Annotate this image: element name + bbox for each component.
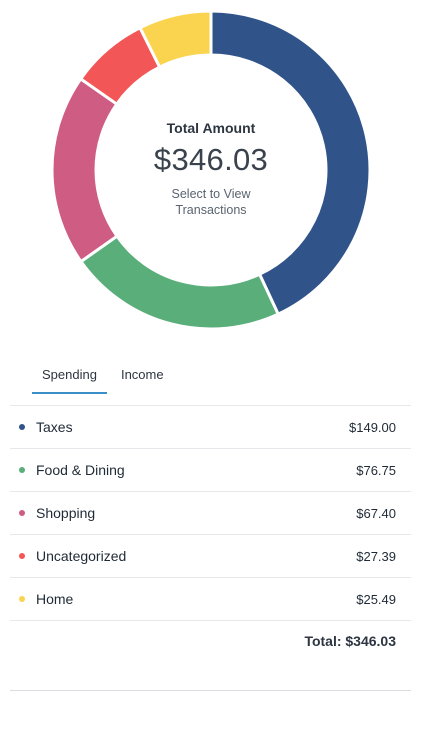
category-amount: $27.39 [356,548,396,564]
tab-spending[interactable]: Spending [32,358,107,394]
category-row-taxes[interactable]: Taxes $149.00 [10,406,411,449]
category-name: Taxes [36,419,73,435]
category-dot-icon [19,467,25,473]
category-dot-icon [19,510,25,516]
spending-income-tabs: Spending Income [32,358,174,394]
donut-slice-taxes[interactable] [209,9,372,317]
chart-center-summary: Total Amount $346.03 Select to View Tran… [111,110,311,218]
category-amount: $76.75 [356,462,396,478]
category-row-food-dining[interactable]: Food & Dining $76.75 [10,449,411,492]
donut-slice-home[interactable] [137,9,213,70]
category-dot-icon [19,553,25,559]
category-amount: $67.40 [356,505,396,521]
category-amount: $25.49 [356,591,396,607]
category-row-uncategorized[interactable]: Uncategorized $27.39 [10,535,411,578]
select-hint: Select to View Transactions [111,186,311,218]
category-name: Uncategorized [36,548,127,564]
category-name: Shopping [36,505,96,521]
category-amount: $149.00 [349,419,396,435]
bottom-divider [10,690,411,691]
category-name: Food & Dining [36,462,125,478]
total-amount-value: $346.03 [153,142,269,177]
category-list: Taxes $149.00 Food & Dining $76.75 Shopp… [10,405,411,621]
donut-chart-svg[interactable] [0,0,422,340]
tab-income[interactable]: Income [120,367,164,382]
category-row-shopping[interactable]: Shopping $67.40 [10,492,411,535]
category-dot-icon [19,596,25,602]
total-summary: Total: $346.03 [304,633,396,649]
select-hint-line-2: Transactions [175,203,247,217]
donut-slice-food-dining[interactable] [78,234,281,331]
category-dot-icon [19,424,25,430]
select-hint-line-1: Select to View [171,187,251,201]
total-amount-label: Total Amount [166,120,256,136]
category-row-home[interactable]: Home $25.49 [10,578,411,621]
category-name: Home [36,591,74,607]
spending-donut-chart[interactable]: Total Amount $346.03 Select to View Tran… [0,0,422,340]
donut-slice-shopping[interactable] [50,76,120,264]
